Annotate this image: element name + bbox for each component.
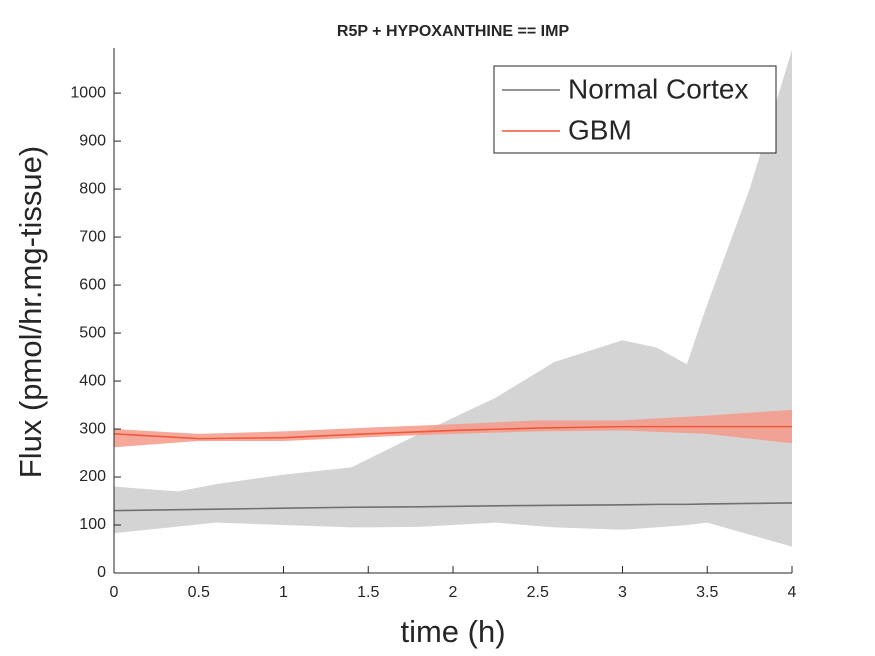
chart-title: R5P + HYPOXANTHINE == IMP	[337, 23, 570, 40]
y-tick-label: 600	[79, 276, 106, 293]
y-tick-label: 100	[79, 516, 106, 533]
y-tick-label: 500	[79, 324, 106, 341]
x-tick-label: 3	[618, 584, 627, 601]
x-tick-label: 3.5	[696, 584, 718, 601]
x-tick-label: 2	[449, 584, 458, 601]
legend-label: Normal Cortex	[568, 73, 748, 104]
x-tick-label: 0.5	[188, 584, 210, 601]
x-axis-label: time (h)	[400, 614, 505, 649]
y-tick-label: 300	[79, 420, 106, 437]
y-tick-label: 900	[79, 132, 106, 149]
x-tick-label: 0	[110, 584, 119, 601]
legend-box	[493, 65, 777, 154]
y-tick-label: 400	[79, 372, 106, 389]
y-tick-label: 700	[79, 228, 106, 245]
x-tick-label: 2.5	[527, 584, 549, 601]
y-tick-label: 200	[79, 468, 106, 485]
series-line	[113, 425, 792, 440]
y-axis-label: Flux (pmol/hr.mg-tissue)	[13, 146, 48, 478]
x-tick-label: 1	[279, 584, 288, 601]
x-tick-label: 1.5	[357, 584, 379, 601]
legend-label: GBM	[568, 114, 632, 145]
series-line	[113, 502, 793, 512]
y-tick-label: 0	[97, 564, 106, 581]
y-tick-label: 1000	[70, 84, 106, 101]
x-tick-label: 4	[788, 584, 797, 601]
y-tick-label: 800	[79, 180, 106, 197]
